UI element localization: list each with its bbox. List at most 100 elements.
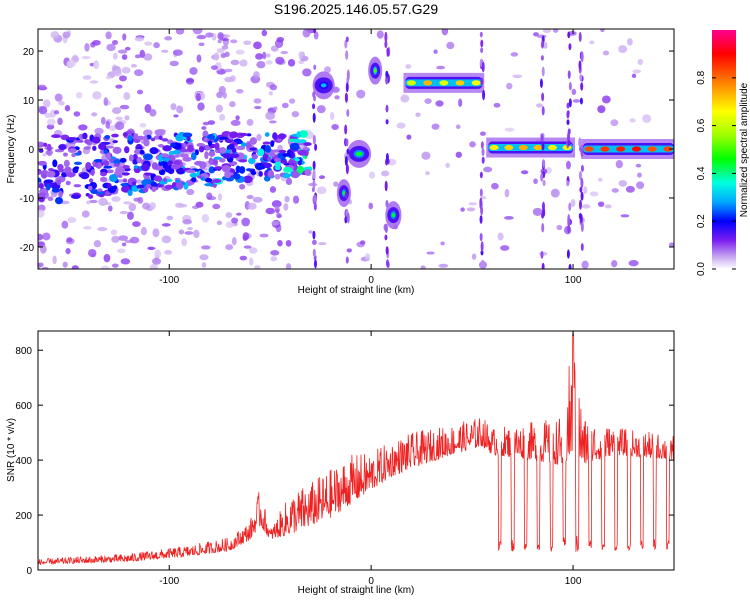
spectral-cell [504, 127, 515, 132]
spectral-cell [46, 143, 52, 152]
spectral-cell [205, 32, 214, 38]
spectral-cell [253, 98, 262, 104]
spectral-cell [66, 59, 77, 68]
spectral-cell [107, 182, 112, 189]
spectral-cell [276, 36, 285, 43]
spectral-cell [238, 159, 248, 163]
spectral-cell [231, 147, 237, 154]
spectral-cell [61, 220, 69, 229]
spectral-cell [192, 29, 203, 35]
tone-core [488, 144, 574, 152]
spectral-cell [175, 202, 184, 208]
spectral-cell [239, 59, 248, 67]
spectral-cell [122, 132, 128, 137]
spectral-cell [151, 257, 162, 265]
spectral-cell [62, 152, 68, 157]
spectral-cell [445, 162, 450, 168]
spectral-streak [311, 187, 315, 193]
spectral-cell [214, 52, 220, 61]
spectral-cell [381, 170, 390, 177]
spectral-streak [385, 70, 389, 78]
spectral-cell [196, 34, 207, 40]
spectral-cell [396, 122, 406, 129]
tone-peak [471, 80, 481, 86]
spectral-cell [132, 181, 137, 186]
spectral-cell [216, 220, 223, 226]
spectral-cell [134, 36, 145, 42]
spectral-cell [182, 132, 193, 138]
spectral-cell [187, 227, 193, 231]
spectral-cell [111, 133, 119, 138]
spectral-cell [302, 29, 311, 38]
spectral-cell [51, 188, 60, 193]
spectral-cell [275, 56, 285, 65]
spectral-cell [109, 158, 115, 163]
spectral-cell [47, 196, 54, 202]
spectral-cell [58, 190, 63, 198]
spectral-cell [236, 212, 242, 216]
snr-xlabel: Height of straight line (km) [298, 585, 415, 596]
spectral-streak [580, 82, 584, 91]
spectral-cell [181, 238, 188, 247]
spectral-cell [283, 203, 289, 211]
spectral-cell [97, 188, 103, 192]
spectral-cell [230, 39, 238, 44]
y-tick-label: 0 [28, 145, 34, 156]
spectral-cell [431, 123, 440, 130]
spectral-cell [231, 237, 237, 246]
spectral-streak [480, 141, 484, 149]
spectral-cell [601, 95, 611, 104]
spectral-cell [329, 111, 335, 121]
spectral-cell [124, 46, 131, 51]
spectral-cell [433, 49, 438, 54]
spectral-cell [117, 49, 128, 54]
spectral-streak [566, 102, 570, 109]
spectral-cell [75, 91, 83, 99]
spectral-streak [579, 186, 583, 193]
spectral-cell [274, 173, 281, 180]
tone-peak [663, 146, 673, 152]
spectral-cell [38, 160, 47, 166]
spectral-cell [139, 49, 146, 58]
spectral-streak [344, 92, 348, 103]
spectral-cell [669, 242, 674, 248]
spectral-cell [280, 160, 288, 164]
spectral-cell [208, 157, 214, 165]
spectral-cell [264, 132, 270, 137]
spectral-cell [121, 242, 127, 247]
spectral-cell [253, 105, 262, 110]
spectral-streak [566, 249, 570, 259]
spectral-cell [162, 177, 167, 183]
spectral-cell [118, 75, 127, 82]
y-tick-label: 600 [15, 401, 32, 412]
spectral-cell [166, 215, 174, 221]
spectral-streak [479, 215, 483, 224]
colorbar-tick-label: 0.8 [696, 70, 707, 84]
spectral-cell [115, 116, 123, 121]
spectral-cell [89, 62, 95, 67]
spectral-streak [578, 199, 582, 210]
spectral-cell [376, 30, 384, 39]
spectral-cell [58, 100, 65, 106]
spectral-streak [479, 232, 483, 242]
spectral-cell [636, 181, 645, 190]
spectral-cell [504, 188, 510, 198]
spectral-cell [158, 154, 163, 163]
spectral-cell [254, 162, 265, 171]
spectral-cell [52, 159, 58, 168]
spectral-cell [483, 166, 493, 173]
spectral-streak [344, 216, 348, 224]
spectral-cell [533, 178, 538, 185]
spectral-cell [154, 249, 162, 259]
spectral-cell [95, 161, 102, 169]
spectral-cell [58, 168, 65, 173]
tone-peak [631, 146, 641, 152]
spectral-cell [169, 60, 179, 67]
spectral-cell [132, 221, 141, 227]
spectral-cell [298, 60, 304, 65]
spectral-cell [235, 49, 245, 55]
spectral-cell [70, 194, 81, 199]
spectral-cell [157, 143, 164, 148]
